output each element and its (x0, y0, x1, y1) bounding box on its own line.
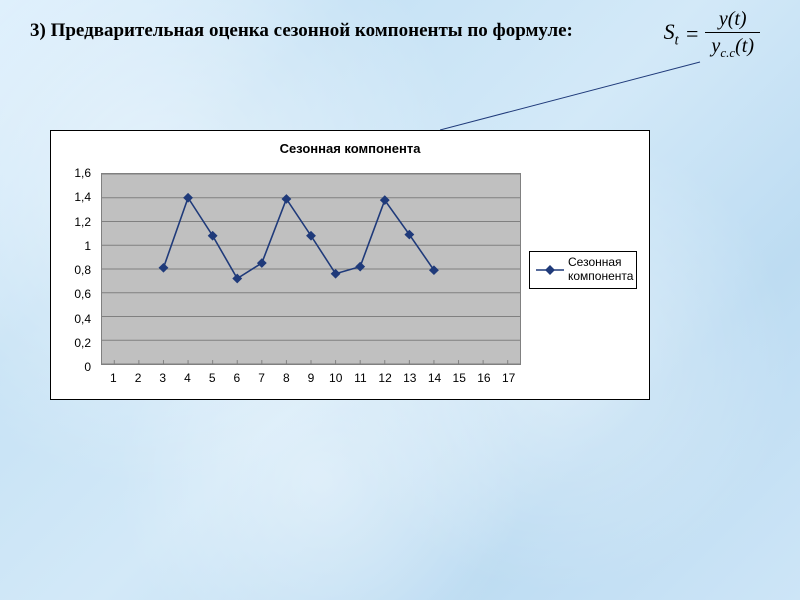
x-tick-label: 1 (110, 371, 117, 385)
formula-lhs: St (664, 19, 679, 49)
formula-fraction: y(t) yс.с(t) (705, 8, 760, 60)
x-tick-label: 15 (453, 371, 466, 385)
legend-marker-icon (536, 263, 564, 277)
x-tick-label: 14 (428, 371, 441, 385)
x-tick-label: 16 (477, 371, 490, 385)
x-axis-labels: 1234567891011121314151617 (101, 371, 521, 391)
formula-equals: = (685, 21, 700, 47)
chart-title: Сезонная компонента (51, 131, 649, 170)
chart-svg (102, 174, 520, 364)
x-tick-label: 4 (184, 371, 191, 385)
chart-container: Сезонная компонента 0 0,2 0,4 0,6 0,8 1 1,2 1,4… (50, 130, 650, 400)
x-tick-label: 11 (354, 371, 366, 385)
chart-legend: Сезоннаякомпонента (529, 251, 637, 289)
x-tick-label: 12 (378, 371, 391, 385)
chart-plot-area (101, 173, 521, 365)
y-tick-label: 1 (84, 239, 91, 253)
y-tick-label: 1,2 (74, 215, 91, 229)
x-tick-label: 8 (283, 371, 290, 385)
x-tick-label: 5 (209, 371, 216, 385)
formula-numerator: y(t) (713, 8, 753, 32)
x-tick-label: 10 (329, 371, 342, 385)
y-tick-label: 1,4 (74, 190, 91, 204)
heading-text: 3) Предварительная оценка сезонной компо… (30, 20, 573, 42)
y-tick-label: 1,6 (74, 166, 91, 180)
heading-row: 3) Предварительная оценка сезонной компо… (30, 20, 770, 42)
y-axis-labels: 00,20,40,60,811,21,41,6 (51, 173, 97, 365)
y-tick-label: 0 (84, 360, 91, 374)
x-tick-label: 2 (135, 371, 142, 385)
chart-plot-wrapper (101, 173, 521, 365)
y-tick-label: 0,6 (74, 287, 91, 301)
x-tick-label: 6 (234, 371, 241, 385)
y-tick-label: 0,8 (74, 263, 91, 277)
formula: St = y(t) yс.с(t) (664, 8, 760, 60)
formula-denominator: yс.с(t) (705, 32, 760, 60)
x-tick-label: 3 (159, 371, 166, 385)
y-tick-label: 0,4 (74, 312, 91, 326)
x-tick-label: 17 (502, 371, 515, 385)
x-tick-label: 9 (308, 371, 315, 385)
x-tick-label: 7 (258, 371, 265, 385)
y-tick-label: 0,2 (74, 336, 91, 350)
legend-label: Сезоннаякомпонента (568, 256, 633, 284)
x-tick-label: 13 (403, 371, 416, 385)
